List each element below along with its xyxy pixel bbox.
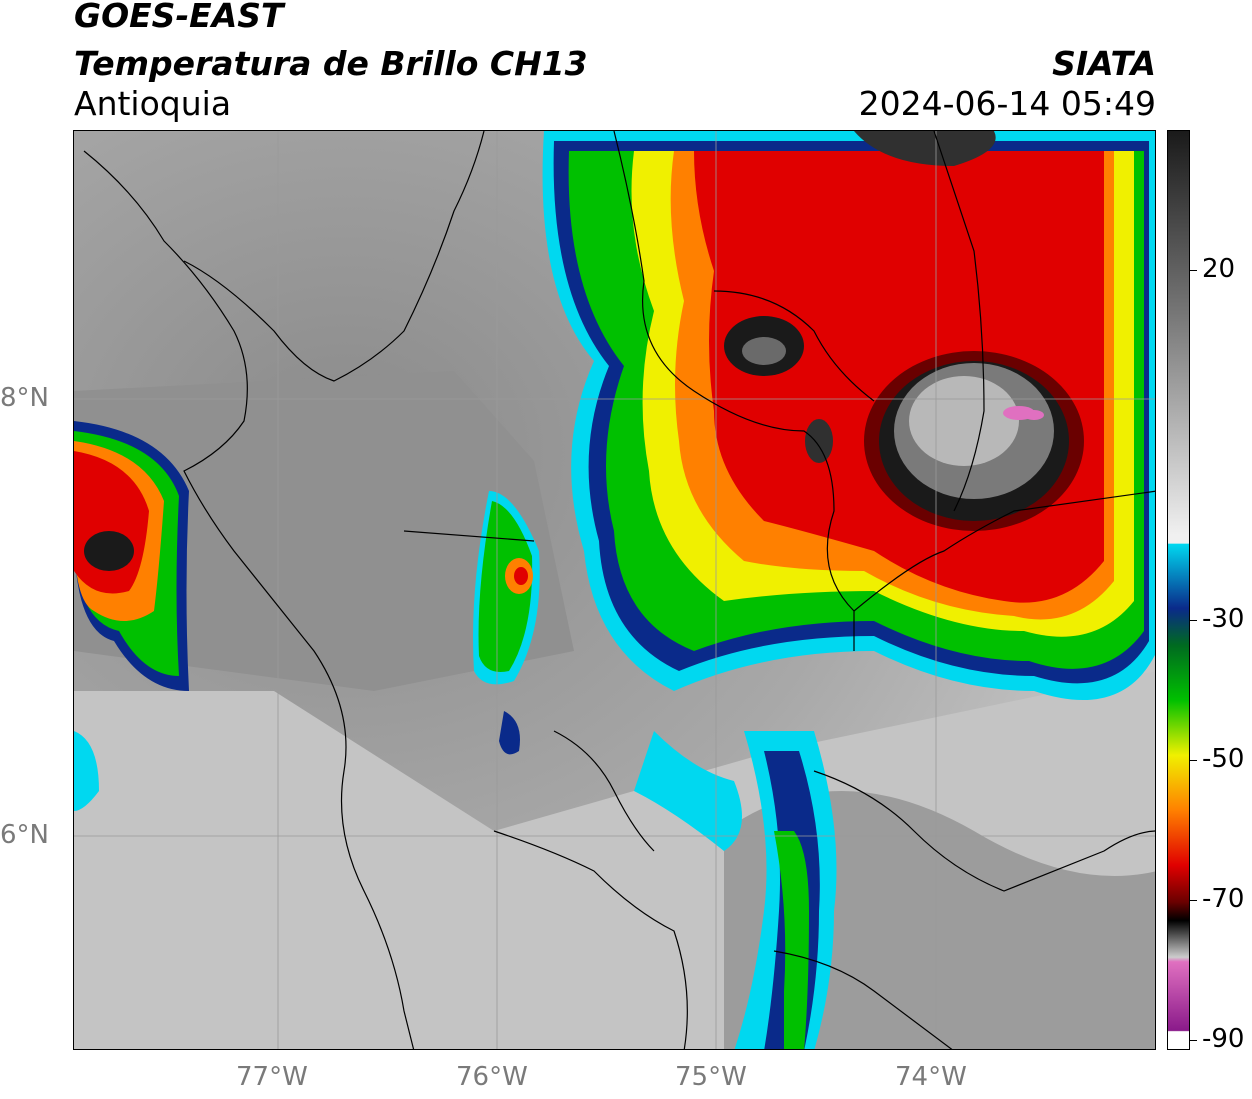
colorbar-label-minus70: -70 [1202, 884, 1245, 914]
source-label: SIATA [1052, 44, 1156, 83]
convective-cloud-central [473, 491, 540, 755]
lon-label-77w: 77°W [236, 1062, 308, 1092]
title-product: Temperatura de Brillo CH13 [74, 44, 588, 83]
lat-label-6n: 6°N [0, 820, 49, 850]
convective-cloud-west [74, 421, 189, 811]
convective-cloud-northeast [542, 131, 1155, 700]
satellite-imagery [74, 131, 1155, 1049]
satellite-map [73, 130, 1156, 1050]
colorbar-tick [1190, 1040, 1197, 1041]
lon-label-76w: 76°W [456, 1062, 528, 1092]
colorbar-label-minus90: -90 [1202, 1024, 1245, 1054]
boundaries [83, 131, 1155, 1049]
subtitle-region: Antioquia [74, 84, 232, 123]
title-satellite: GOES-EAST [74, 0, 284, 35]
colorbar-label-20: 20 [1202, 254, 1236, 284]
colorbar-tick [1190, 760, 1197, 761]
convective-band-south [634, 731, 837, 1049]
graticule [74, 131, 1155, 1049]
colorbar-label-minus30: -30 [1202, 604, 1245, 634]
colorbar [1167, 130, 1190, 1050]
colorbar-label-minus50: -50 [1202, 744, 1245, 774]
colorbar-tick [1190, 270, 1197, 271]
lon-label-75w: 75°W [675, 1062, 747, 1092]
colorbar-tick [1190, 900, 1197, 901]
lat-label-8n: 8°N [0, 383, 49, 413]
colorbar-tick [1190, 620, 1197, 621]
lon-label-74w: 74°W [895, 1062, 967, 1092]
timestamp-label: 2024-06-14 05:49 [858, 84, 1156, 123]
